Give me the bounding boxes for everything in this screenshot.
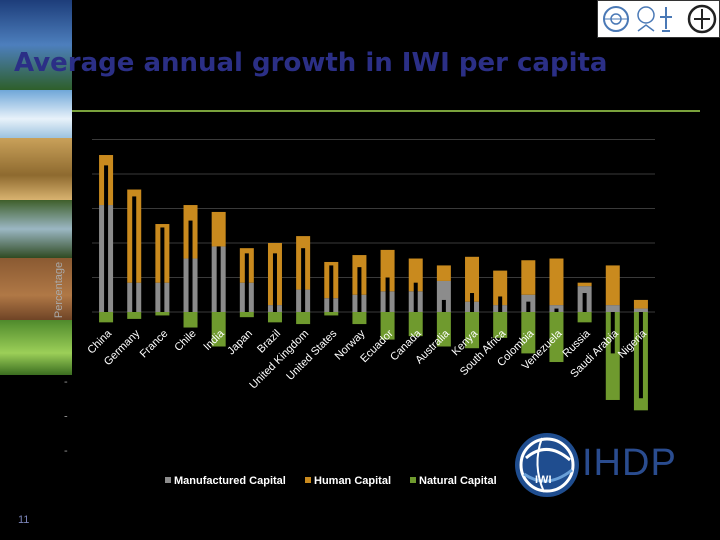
y-axis-label: Percentage <box>53 262 65 318</box>
globe-logo-icon: IWI <box>515 433 579 497</box>
bar-human <box>549 258 564 306</box>
net-change-bar <box>301 248 306 312</box>
bar-natural <box>549 312 564 363</box>
partner-logos <box>597 0 720 38</box>
bar-natural <box>408 312 423 337</box>
net-change-bar <box>272 253 277 312</box>
bar-human <box>436 265 451 281</box>
y-tick-label: - <box>64 445 68 457</box>
bar-natural <box>436 312 451 347</box>
bar-natural <box>211 312 226 347</box>
figure-logo-icon <box>660 7 672 32</box>
legend: Manufactured Capital Human Capital Natural… <box>165 475 497 487</box>
bar-natural <box>521 312 536 354</box>
ihdp-logo: IWI IHDP <box>512 430 692 500</box>
net-change-bar <box>413 282 418 312</box>
bar-human <box>521 260 536 295</box>
decorative-photo-strip <box>0 0 72 540</box>
bar-natural <box>267 312 282 323</box>
bar-natural <box>577 312 592 323</box>
legend-swatch <box>410 477 416 483</box>
legend-label: Natural Capital <box>419 475 497 487</box>
net-change-bar <box>188 220 193 312</box>
net-change-bar <box>498 296 503 312</box>
bar-natural <box>352 312 367 325</box>
net-change-bar <box>216 246 221 312</box>
bar-human <box>605 265 620 306</box>
dry-earth-image <box>0 258 72 320</box>
slide-title: Average annual growth in IWI per capita <box>14 48 608 78</box>
category-label: Japan <box>225 328 255 358</box>
net-change-bar <box>160 227 165 312</box>
bar-natural <box>155 312 170 316</box>
bar-human <box>211 211 226 247</box>
net-change-bar <box>526 301 531 312</box>
org-name: IHDP <box>582 442 677 484</box>
bar-manufactured <box>633 308 648 312</box>
gridlines <box>92 139 655 313</box>
net-change-bar <box>582 293 587 312</box>
leaves-image <box>0 320 72 375</box>
bars <box>99 155 648 411</box>
category-label: Chile <box>172 328 198 354</box>
legend-label: Manufactured Capital <box>174 475 286 487</box>
slide-number: 11 <box>18 514 30 526</box>
net-change-bar <box>244 253 249 312</box>
net-change-bar <box>638 312 643 399</box>
bar-human <box>408 258 423 292</box>
bar-natural <box>296 312 311 325</box>
bar-natural <box>99 312 114 323</box>
legend-label: Human Capital <box>314 475 391 487</box>
earth-image <box>0 0 72 90</box>
bar-natural <box>127 312 142 319</box>
bar-natural <box>605 312 620 400</box>
net-change-bar <box>104 165 109 312</box>
legend-swatch <box>305 477 311 483</box>
desert-image <box>0 138 72 200</box>
bar-natural <box>239 312 254 318</box>
net-change-bar <box>610 312 615 354</box>
title-divider <box>72 110 700 112</box>
y-tick-label: - <box>64 376 68 388</box>
net-change-bar <box>470 293 475 312</box>
bar-manufactured <box>605 305 620 312</box>
bar-manufactured <box>436 280 451 312</box>
y-tick-labels: - - - <box>64 376 68 457</box>
net-change-bar <box>132 196 137 312</box>
net-change-bar <box>329 265 334 312</box>
category-label: France <box>138 328 171 361</box>
waterfall-image <box>0 200 72 258</box>
bar-natural <box>380 312 395 340</box>
net-change-bar <box>357 267 362 312</box>
bar-natural <box>465 312 480 349</box>
bar-human <box>577 282 592 287</box>
iwi-badge: IWI <box>535 474 552 486</box>
category-label: United States <box>284 327 340 383</box>
bar-natural <box>493 312 508 338</box>
bar-human <box>380 249 395 292</box>
legend-swatch <box>165 477 171 483</box>
unesco-logo-icon <box>637 6 655 32</box>
net-change-bar <box>441 299 446 312</box>
bar-human <box>633 299 648 309</box>
un-logo-icon <box>603 6 629 32</box>
bar-natural <box>324 312 339 316</box>
unep-logo-icon <box>687 4 717 34</box>
bar-human <box>465 256 480 302</box>
net-change-bar <box>554 308 559 312</box>
bar-natural <box>183 312 198 328</box>
y-tick-label: - <box>64 411 68 423</box>
glacier-image <box>0 90 72 138</box>
bar-human <box>493 270 508 306</box>
net-change-bar <box>385 277 390 312</box>
